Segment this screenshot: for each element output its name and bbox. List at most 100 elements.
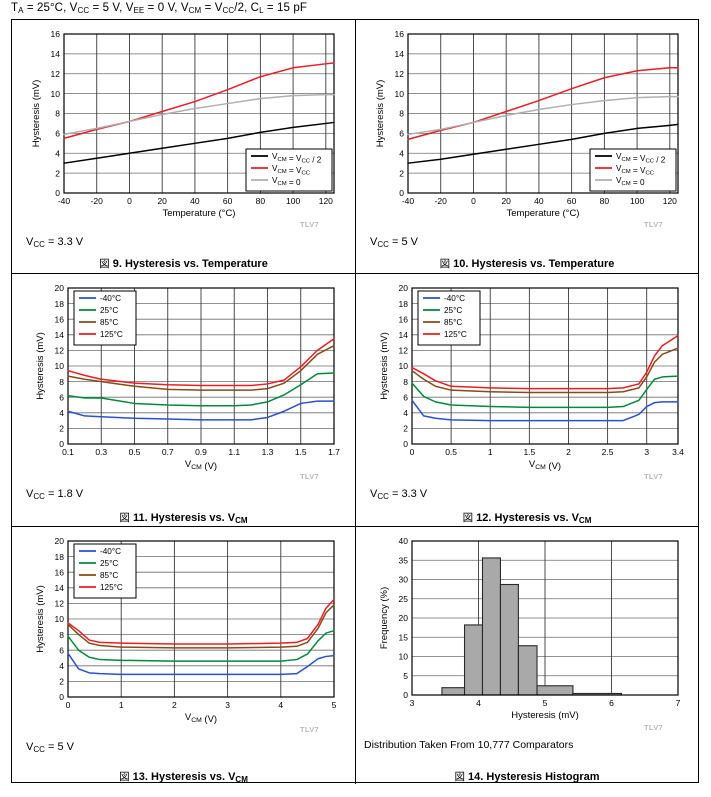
svg-text:VCM = VCC / 2: VCM = VCC / 2 — [616, 152, 666, 165]
svg-text:85°C: 85°C — [444, 318, 462, 327]
svg-text:20: 20 — [55, 536, 65, 546]
svg-text:25°C: 25°C — [444, 306, 462, 315]
svg-text:6: 6 — [399, 129, 404, 139]
svg-text:25°C: 25°C — [100, 306, 118, 315]
svg-text:80: 80 — [256, 196, 266, 206]
svg-text:8: 8 — [59, 377, 64, 387]
fig10-caption: 図 10. Hysteresis vs. Temperature — [439, 258, 615, 270]
svg-text:Frequency (%): Frequency (%) — [379, 587, 390, 649]
svg-text:2: 2 — [566, 447, 571, 457]
svg-text:5: 5 — [403, 671, 408, 681]
svg-text:12: 12 — [55, 346, 65, 356]
figure-glyph-icon: 図 — [99, 258, 110, 270]
svg-text:VCM (V): VCM (V) — [185, 459, 217, 472]
svg-text:85°C: 85°C — [100, 318, 118, 327]
svg-text:0: 0 — [399, 188, 404, 198]
svg-text:1.5: 1.5 — [523, 447, 535, 457]
svg-text:0.9: 0.9 — [195, 447, 207, 457]
fig9-plot: 0 2 4 6 8 10 12 14 16 -40 -20 0 20 40 60 80 100 120 Temper… — [18, 24, 348, 234]
figure-glyph-icon: 図 — [119, 512, 130, 524]
fig13-note: VCC = 5 V — [26, 741, 74, 754]
figure-row-2: 0 2 4 6 8 10 12 14 16 18 20 0.1 0.3 0.5 0.7 0.9 1.1 1.3 1.… — [12, 273, 698, 526]
figure-fig11: 0 2 4 6 8 10 12 14 16 18 20 0.1 0.3 0.5 0.7 0.9 1.1 1.3 1.… — [12, 274, 355, 526]
svg-text:20: 20 — [399, 283, 409, 293]
svg-text:0: 0 — [59, 692, 64, 702]
svg-text:125°C: 125°C — [444, 330, 467, 339]
svg-text:VCM (V): VCM (V) — [529, 459, 561, 472]
svg-text:20: 20 — [157, 196, 167, 206]
fig10-plot: 0 2 4 6 8 10 12 14 16 -40 -20 0 20 40 60 80 100 120 Temper… — [362, 24, 692, 234]
svg-text:0: 0 — [55, 188, 60, 198]
svg-text:Temperature (°C): Temperature (°C) — [507, 208, 580, 219]
svg-text:4: 4 — [59, 661, 64, 671]
svg-text:3.4: 3.4 — [672, 447, 684, 457]
svg-text:40: 40 — [190, 196, 200, 206]
fig13-plot: 0 2 4 6 8 10 12 14 16 18 20 0 1 2 3 4 5 VCM (V) Hysteresis… — [18, 533, 348, 738]
svg-text:-40°C: -40°C — [100, 294, 121, 303]
svg-text:125°C: 125°C — [100, 330, 123, 339]
svg-text:16: 16 — [55, 567, 65, 577]
svg-text:1.1: 1.1 — [228, 447, 240, 457]
svg-text:0: 0 — [127, 196, 132, 206]
figure-cell-fig13: 0 2 4 6 8 10 12 14 16 18 20 0 1 2 3 4 5 VCM (V) Hysteresis… — [12, 527, 355, 784]
fig14-caption: 図 14. Hysteresis Histogram — [454, 771, 600, 783]
svg-text:4: 4 — [55, 148, 60, 158]
figure-glyph-icon: 図 — [119, 771, 130, 783]
figure-cell-fig14: 0 5 10 15 20 25 30 35 40 3 4 5 6 7 Hysteresis (mV) Freq… — [355, 527, 698, 784]
svg-text:-40: -40 — [402, 196, 415, 206]
svg-text:6: 6 — [403, 392, 408, 402]
svg-text:0: 0 — [59, 439, 64, 449]
figure-grid-table: 0 2 4 6 8 10 12 14 16 -40 -20 0 20 40 60 80 100 120 Temper… — [11, 19, 699, 784]
svg-text:10: 10 — [55, 614, 65, 624]
svg-text:25: 25 — [399, 594, 409, 604]
svg-text:18: 18 — [55, 299, 65, 309]
svg-text:0: 0 — [66, 700, 71, 710]
svg-text:18: 18 — [55, 552, 65, 562]
svg-text:25°C: 25°C — [100, 559, 118, 568]
tlv7-watermark: TLV7 — [300, 725, 319, 734]
svg-text:16: 16 — [395, 29, 405, 39]
svg-text:4: 4 — [476, 698, 481, 708]
svg-text:4: 4 — [403, 408, 408, 418]
svg-text:18: 18 — [399, 299, 409, 309]
svg-text:VCM (V): VCM (V) — [185, 712, 217, 725]
tlv7-watermark: TLV7 — [300, 220, 319, 229]
svg-text:10: 10 — [55, 361, 65, 371]
svg-text:16: 16 — [51, 29, 61, 39]
svg-text:6: 6 — [609, 698, 614, 708]
figure-row-3: 0 2 4 6 8 10 12 14 16 18 20 0 1 2 3 4 5 VCM (V) Hysteresis… — [12, 526, 698, 784]
svg-text:VCM = VCC: VCM = VCC — [272, 164, 311, 177]
svg-text:85°C: 85°C — [100, 571, 118, 580]
svg-text:0.7: 0.7 — [162, 447, 174, 457]
svg-text:4: 4 — [399, 148, 404, 158]
svg-text:30: 30 — [399, 575, 409, 585]
svg-text:3: 3 — [225, 700, 230, 710]
svg-text:8: 8 — [59, 630, 64, 640]
svg-text:1.7: 1.7 — [328, 447, 340, 457]
svg-text:60: 60 — [567, 196, 577, 206]
svg-text:2: 2 — [55, 168, 60, 178]
svg-text:16: 16 — [399, 314, 409, 324]
fig9-note: VCC = 3.3 V — [26, 236, 84, 249]
svg-text:2: 2 — [172, 700, 177, 710]
svg-text:8: 8 — [55, 109, 60, 119]
figure-cell-fig12: 0 2 4 6 8 10 12 14 16 18 20 0 0.5 1 1.5 2 2.5 3 3.4 VCM (V)… — [355, 274, 698, 526]
figure-fig9: 0 2 4 6 8 10 12 14 16 -40 -20 0 20 40 60 80 100 120 Temper… — [12, 20, 355, 273]
svg-text:-40°C: -40°C — [100, 547, 121, 556]
svg-text:8: 8 — [399, 109, 404, 119]
svg-text:5: 5 — [543, 698, 548, 708]
tlv7-watermark: TLV7 — [300, 472, 319, 481]
tlv7-watermark: TLV7 — [644, 723, 663, 732]
svg-text:14: 14 — [55, 330, 65, 340]
svg-text:-40°C: -40°C — [444, 294, 465, 303]
svg-text:20: 20 — [55, 283, 65, 293]
svg-text:Hysteresis (mV): Hysteresis (mV) — [379, 332, 390, 400]
fig12-plot: 0 2 4 6 8 10 12 14 16 18 20 0 0.5 1 1.5 2 2.5 3 3.4 VCM (V)… — [362, 280, 692, 485]
svg-text:4: 4 — [278, 700, 283, 710]
fig14-plot: 0 5 10 15 20 25 30 35 40 3 4 5 6 7 Hysteresis (mV) Freq… — [362, 533, 692, 734]
svg-text:VCM = 0: VCM = 0 — [616, 176, 645, 187]
svg-text:Hysteresis (mV): Hysteresis (mV) — [31, 80, 42, 148]
svg-text:60: 60 — [223, 196, 233, 206]
svg-text:5: 5 — [332, 700, 337, 710]
svg-text:100: 100 — [286, 196, 300, 206]
